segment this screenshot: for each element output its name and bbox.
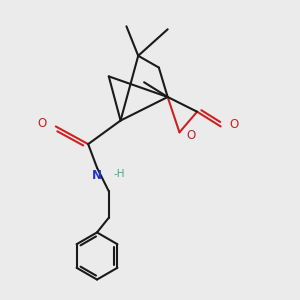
- Text: O: O: [187, 129, 196, 142]
- Text: O: O: [230, 118, 239, 131]
- Text: -H: -H: [113, 169, 125, 179]
- Text: N: N: [92, 169, 102, 182]
- Text: O: O: [38, 117, 47, 130]
